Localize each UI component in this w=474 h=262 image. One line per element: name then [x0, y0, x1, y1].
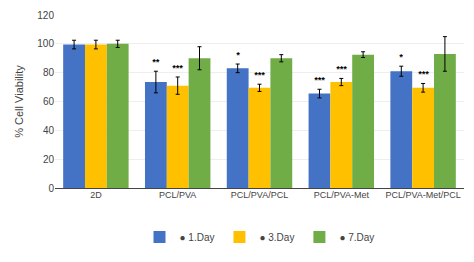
- svg-text:40: 40: [43, 125, 55, 136]
- svg-text:PCL/PVA-Met/PCL: PCL/PVA-Met/PCL: [385, 190, 460, 200]
- svg-text:***: ***: [336, 64, 347, 74]
- svg-text:20: 20: [43, 154, 55, 165]
- svg-text:60: 60: [43, 96, 55, 107]
- svg-text:80: 80: [43, 67, 55, 78]
- svg-text:● 1.Day: ● 1.Day: [180, 232, 215, 243]
- svg-text:PCL/PVA-Met: PCL/PVA-Met: [314, 190, 370, 200]
- svg-text:100: 100: [37, 38, 54, 49]
- svg-text:***: ***: [172, 63, 183, 73]
- svg-text:***: ***: [314, 75, 325, 85]
- svg-text:*: *: [399, 52, 403, 62]
- svg-text:PCL/PVA: PCL/PVA: [159, 190, 196, 200]
- svg-text:% Cell Viability: % Cell Viability: [13, 65, 25, 138]
- svg-text:120: 120: [37, 10, 54, 21]
- svg-text:*: *: [236, 50, 240, 60]
- svg-text:● 3.Day: ● 3.Day: [259, 232, 294, 243]
- svg-text:2D: 2D: [90, 190, 102, 200]
- svg-text:**: **: [152, 57, 160, 67]
- svg-text:● 7.Day: ● 7.Day: [339, 232, 374, 243]
- svg-text:0: 0: [48, 183, 54, 194]
- svg-text:***: ***: [254, 70, 265, 80]
- svg-text:***: ***: [418, 69, 429, 79]
- svg-text:PCL/PVA/PCL: PCL/PVA/PCL: [231, 190, 288, 200]
